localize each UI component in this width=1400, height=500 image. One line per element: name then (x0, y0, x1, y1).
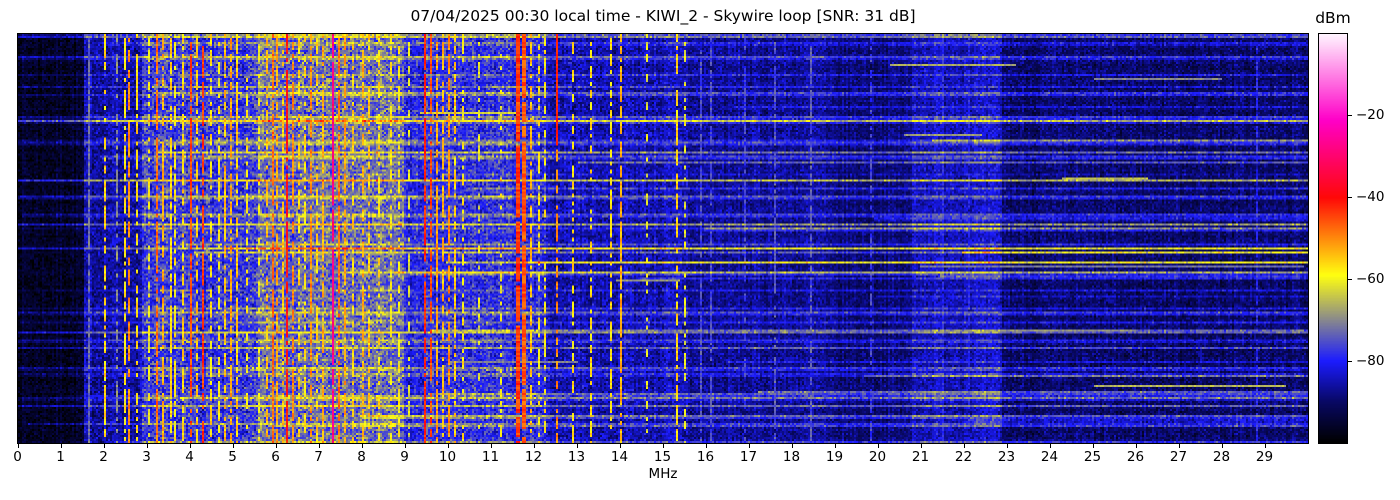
x-tick-mark (447, 443, 449, 448)
x-tick-mark (189, 443, 191, 448)
x-tick-label: 9 (400, 448, 409, 465)
colorbar-tick-label: −60 (1356, 270, 1385, 287)
x-tick-label: 0 (13, 448, 22, 465)
x-tick-label: 14 (610, 448, 629, 465)
x-tick-mark (1135, 443, 1137, 448)
x-tick-mark (361, 443, 363, 448)
x-tick-mark (920, 443, 922, 448)
x-tick-label: 18 (782, 448, 801, 465)
x-tick-mark (1178, 443, 1180, 448)
x-tick-label: 7 (314, 448, 323, 465)
colorbar-tick-mark (1348, 360, 1352, 362)
x-tick-mark (877, 443, 879, 448)
x-tick-mark (662, 443, 664, 448)
x-tick-label: 10 (438, 448, 457, 465)
x-tick-label: 6 (271, 448, 280, 465)
x-tick-label: 12 (524, 448, 543, 465)
colorbar-tick-label: −80 (1356, 352, 1385, 369)
x-tick-label: 15 (653, 448, 672, 465)
x-tick-mark (146, 443, 148, 448)
x-tick-label: 17 (739, 448, 758, 465)
x-tick-label: 28 (1212, 448, 1231, 465)
x-tick-mark (232, 443, 234, 448)
x-tick-mark (404, 443, 406, 448)
x-tick-mark (103, 443, 105, 448)
colorbar-canvas (1319, 34, 1347, 443)
colorbar (1318, 33, 1348, 444)
x-tick-label: 29 (1255, 448, 1274, 465)
spectrogram-plot (17, 33, 1309, 444)
x-tick-mark (533, 443, 535, 448)
x-tick-mark (834, 443, 836, 448)
x-tick-label: 3 (142, 448, 151, 465)
x-tick-mark (576, 443, 578, 448)
x-tick-mark (1049, 443, 1051, 448)
x-tick-mark (791, 443, 793, 448)
x-tick-mark (1006, 443, 1008, 448)
x-tick-mark (17, 443, 19, 448)
colorbar-tick-label: −20 (1356, 107, 1385, 124)
x-tick-mark (748, 443, 750, 448)
x-tick-label: 25 (1083, 448, 1102, 465)
colorbar-tick-label: −40 (1356, 189, 1385, 206)
x-tick-mark (1221, 443, 1223, 448)
colorbar-tick-mark (1348, 197, 1352, 199)
x-tick-mark (963, 443, 965, 448)
colorbar-tick-mark (1348, 115, 1352, 117)
x-tick-label: 16 (696, 448, 715, 465)
x-tick-label: 24 (1040, 448, 1059, 465)
x-tick-label: 22 (954, 448, 973, 465)
x-axis-label: MHz (648, 466, 678, 482)
x-tick-mark (1264, 443, 1266, 448)
x-tick-label: 11 (481, 448, 500, 465)
x-tick-label: 27 (1169, 448, 1188, 465)
x-tick-mark (318, 443, 320, 448)
plot-title: 07/04/2025 00:30 local time - KIWI_2 - S… (410, 7, 916, 25)
x-tick-label: 1 (56, 448, 65, 465)
x-tick-label: 19 (825, 448, 844, 465)
x-tick-mark (490, 443, 492, 448)
x-tick-mark (1092, 443, 1094, 448)
spectrogram-canvas (18, 34, 1308, 443)
x-tick-label: 26 (1126, 448, 1145, 465)
x-tick-label: 4 (185, 448, 194, 465)
x-tick-label: 5 (228, 448, 237, 465)
x-tick-label: 2 (99, 448, 108, 465)
x-tick-mark (275, 443, 277, 448)
x-tick-mark (619, 443, 621, 448)
x-tick-label: 20 (868, 448, 887, 465)
x-tick-mark (60, 443, 62, 448)
colorbar-tick-mark (1348, 278, 1352, 280)
x-tick-label: 8 (357, 448, 366, 465)
x-tick-label: 13 (567, 448, 586, 465)
x-tick-label: 21 (911, 448, 930, 465)
x-tick-label: 23 (997, 448, 1016, 465)
colorbar-label: dBm (1315, 9, 1351, 27)
x-tick-mark (705, 443, 707, 448)
